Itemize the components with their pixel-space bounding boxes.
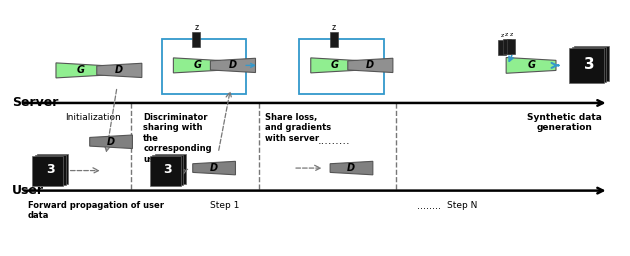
FancyBboxPatch shape	[192, 31, 200, 47]
FancyBboxPatch shape	[152, 155, 183, 185]
FancyBboxPatch shape	[570, 48, 604, 83]
Text: D: D	[347, 163, 355, 173]
Text: 3: 3	[46, 163, 55, 176]
FancyBboxPatch shape	[498, 40, 507, 55]
FancyBboxPatch shape	[575, 46, 609, 81]
Text: Share loss,
and gradients
with server: Share loss, and gradients with server	[265, 113, 331, 143]
FancyBboxPatch shape	[32, 156, 64, 186]
Text: G: G	[528, 60, 536, 70]
Polygon shape	[210, 58, 256, 72]
Text: Step 1: Step 1	[210, 201, 239, 210]
Polygon shape	[193, 161, 236, 175]
Text: Forward propagation of user
data: Forward propagation of user data	[28, 201, 164, 220]
Text: G: G	[331, 60, 339, 70]
Text: D: D	[366, 60, 374, 70]
Text: z: z	[510, 31, 513, 37]
Text: G: G	[76, 65, 84, 76]
Polygon shape	[506, 58, 556, 73]
Polygon shape	[311, 58, 358, 73]
FancyBboxPatch shape	[37, 154, 68, 184]
Text: z: z	[501, 33, 504, 38]
Text: D: D	[106, 137, 115, 147]
Text: z: z	[331, 23, 336, 32]
Text: D: D	[115, 65, 123, 76]
Text: Synthetic data
generation: Synthetic data generation	[527, 113, 602, 132]
FancyBboxPatch shape	[507, 39, 515, 54]
Text: D: D	[210, 163, 218, 173]
Text: Server: Server	[12, 97, 59, 110]
Polygon shape	[97, 63, 142, 78]
Text: D: D	[229, 60, 237, 70]
Text: z: z	[505, 33, 508, 37]
Polygon shape	[173, 58, 221, 73]
Text: Step N: Step N	[447, 201, 477, 210]
Polygon shape	[56, 63, 103, 78]
Text: G: G	[193, 60, 202, 70]
Polygon shape	[89, 135, 132, 148]
Text: .........: .........	[318, 135, 350, 145]
FancyBboxPatch shape	[149, 156, 181, 186]
FancyBboxPatch shape	[154, 154, 186, 184]
FancyBboxPatch shape	[329, 31, 338, 47]
FancyBboxPatch shape	[572, 47, 606, 82]
Text: z: z	[194, 23, 198, 32]
Text: 3: 3	[584, 57, 595, 72]
FancyBboxPatch shape	[35, 155, 66, 185]
Text: ........: ........	[417, 201, 441, 211]
FancyBboxPatch shape	[503, 39, 511, 55]
Polygon shape	[330, 161, 373, 175]
Polygon shape	[348, 58, 393, 72]
Text: 3: 3	[163, 163, 172, 176]
Text: Initialization: Initialization	[66, 113, 121, 122]
Text: User: User	[12, 184, 44, 197]
Text: Discriminator
sharing with
the
corresponding
user: Discriminator sharing with the correspon…	[143, 113, 212, 164]
